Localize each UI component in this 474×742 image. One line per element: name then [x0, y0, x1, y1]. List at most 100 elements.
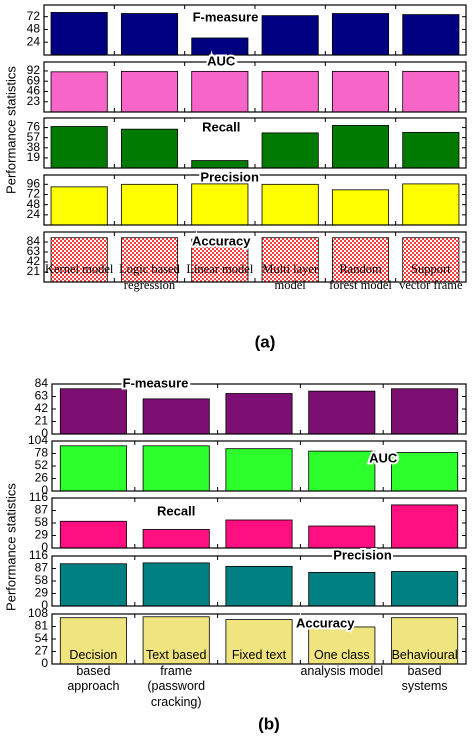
- bar: [191, 183, 249, 226]
- bar: [50, 12, 108, 56]
- bar: [225, 519, 293, 549]
- y-tick-label: 24: [27, 207, 41, 221]
- bar: [402, 14, 460, 56]
- bar: [402, 237, 460, 283]
- bar: [120, 183, 179, 226]
- y-tick-label: 0: [41, 483, 48, 497]
- bar: [59, 563, 127, 607]
- bar: [261, 237, 319, 283]
- y-tick-label: 92: [27, 63, 41, 77]
- bar: [331, 189, 390, 226]
- y-tick-label: 0: [41, 540, 48, 554]
- figure-label: (a): [255, 332, 276, 351]
- x-label-box: One class analysis model: [300, 648, 384, 678]
- x-tick-label: Random forest model: [329, 262, 392, 292]
- bar: [402, 183, 460, 226]
- panel-title: AUC: [369, 450, 398, 465]
- y-tick-label: 87: [35, 561, 49, 575]
- y-tick-label: 24: [27, 34, 41, 48]
- bar: [308, 571, 376, 607]
- y-tick-label: 116: [29, 490, 48, 504]
- x-label-box: Support vector frame: [399, 262, 463, 292]
- y-tick-label: 27: [35, 644, 49, 658]
- bar: [50, 237, 108, 283]
- y-tick-label: 48: [27, 197, 41, 211]
- x-tick-label: Multi layer model: [262, 262, 319, 292]
- y-tick-label: 63: [35, 389, 49, 403]
- x-tick-label: One class analysis model: [300, 648, 384, 678]
- bar: [120, 13, 179, 56]
- y-tick-label: 48: [27, 22, 41, 36]
- bar: [59, 388, 127, 435]
- x-label-box: Fixed text: [232, 648, 286, 662]
- x-label-box: Text based frame (password cracking): [145, 648, 207, 709]
- y-tick-label: 69: [27, 73, 41, 87]
- y-tick-label: 19: [27, 150, 41, 164]
- bar: [261, 183, 319, 226]
- y-tick-label: 78: [35, 446, 49, 460]
- y-tick-label: 26: [35, 471, 49, 485]
- x-tick-label: Decision based approach: [67, 648, 120, 694]
- y-tick-label: 21: [27, 264, 41, 278]
- bar: [120, 128, 179, 169]
- y-tick-label: 0: [41, 598, 48, 612]
- y-tick-label: 0: [41, 426, 48, 440]
- y-tick-label: 23: [27, 94, 41, 108]
- panel-title: Precision: [333, 547, 392, 562]
- x-label-box: Linear model: [186, 262, 254, 276]
- bar: [261, 132, 319, 169]
- bar: [142, 562, 210, 607]
- y-tick-label: 76: [27, 120, 41, 134]
- panel-title: F-measure: [193, 9, 259, 24]
- x-tick-label: Linear model: [186, 262, 254, 276]
- y-axis-label: Performance statistics: [3, 483, 18, 611]
- bar: [391, 504, 459, 549]
- bar: [191, 37, 249, 56]
- y-tick-label: 58: [35, 515, 49, 529]
- y-tick-label: 57: [27, 130, 41, 144]
- x-label-box: Decision based approach: [67, 648, 120, 694]
- y-tick-label: 63: [27, 244, 41, 258]
- y-tick-label: 84: [35, 376, 49, 390]
- bar: [120, 70, 179, 113]
- bar: [402, 70, 460, 113]
- y-tick-label: 84: [27, 234, 41, 248]
- bar: [225, 565, 293, 607]
- panel-title: Precision: [200, 169, 259, 184]
- y-tick-label: 116: [29, 548, 48, 562]
- bar: [308, 626, 376, 665]
- bar: [331, 13, 390, 56]
- bar: [142, 616, 210, 665]
- y-axis-label: Performance statistics: [3, 66, 18, 194]
- panel-title: Accuracy: [192, 233, 251, 248]
- y-tick-label: 29: [35, 528, 49, 542]
- bar: [308, 390, 376, 435]
- bar: [308, 450, 376, 492]
- y-tick-label: 42: [35, 401, 49, 415]
- y-tick-label: 54: [35, 631, 49, 645]
- y-tick-label: 104: [28, 433, 48, 447]
- panel-title: AUC: [207, 53, 236, 68]
- bar: [142, 529, 210, 549]
- x-tick-label: Text based frame (password cracking): [145, 648, 207, 709]
- bar: [50, 186, 108, 226]
- y-tick-label: 96: [27, 176, 41, 190]
- bar: [225, 448, 293, 492]
- bar: [191, 160, 249, 169]
- x-tick-label: Logic based regression: [119, 262, 180, 292]
- y-tick-label: 42: [27, 254, 41, 268]
- y-tick-label: 87: [35, 503, 49, 517]
- bar: [142, 398, 210, 435]
- y-tick-label: 58: [35, 573, 49, 587]
- y-tick-label: 46: [27, 84, 41, 98]
- panel-title: F-measure: [123, 375, 189, 390]
- y-tick-label: 72: [27, 9, 41, 23]
- bar: [225, 393, 293, 435]
- panel-title: Recall: [157, 503, 195, 518]
- bar: [391, 571, 459, 607]
- bar: [391, 452, 459, 492]
- bar: [225, 619, 293, 665]
- y-tick-label: 108: [28, 606, 48, 620]
- x-label-box: Kernel model: [45, 262, 113, 276]
